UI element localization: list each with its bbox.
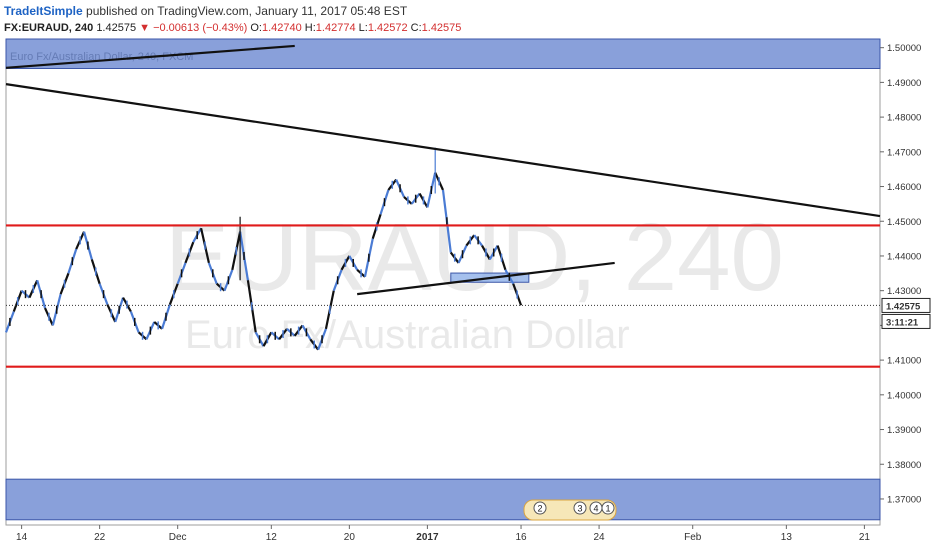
y-tick-label: 1.41000: [887, 356, 921, 367]
last-price-badge: [881, 297, 931, 313]
y-tick-label: 1.39000: [887, 425, 921, 436]
demand-zone: [5, 478, 881, 521]
y-tick-label: 1.38000: [887, 460, 921, 471]
x-tick-label: 24: [594, 532, 606, 543]
y-tick-label: 1.45000: [887, 217, 921, 228]
countdown-badge: [881, 313, 931, 329]
last-price-badge-label: 1.42575: [886, 301, 921, 312]
event-marker[interactable]: [601, 501, 615, 515]
published-text: published on TradingView.com, January 11…: [86, 4, 408, 18]
supply-zone: [5, 38, 881, 70]
event-marker-label: 4: [593, 504, 598, 514]
x-tick-label: 13: [781, 532, 793, 543]
price-change: ▼ −0.00613 (−0.43%): [139, 22, 248, 34]
y-tick-label: 1.40000: [887, 390, 921, 401]
x-tick-label: 12: [266, 532, 278, 543]
low-value: 1.42572: [367, 22, 408, 34]
x-tick-label: 22: [94, 532, 106, 543]
x-tick-label: 2017: [416, 532, 439, 543]
x-tick-label: 14: [16, 532, 28, 543]
y-tick-label: 1.43000: [887, 286, 921, 297]
x-tick-label: Feb: [684, 532, 702, 543]
x-tick-label: 20: [344, 532, 356, 543]
x-tick-label: 16: [515, 532, 527, 543]
quote-bar: FX:EURAUD, 240 1.42575 ▼ −0.00613 (−0.43…: [4, 22, 461, 34]
open-value: 1.42740: [261, 22, 302, 34]
plot-area[interactable]: [5, 38, 881, 526]
close-label: C:: [410, 22, 422, 34]
close-value: 1.42575: [421, 22, 462, 34]
event-marker-label: 3: [577, 504, 582, 514]
last-price: 1.42575: [96, 22, 137, 34]
y-tick-label: 1.44000: [887, 251, 921, 262]
low-label: L:: [358, 22, 368, 34]
high-label: H:: [304, 22, 316, 34]
open-label: O:: [250, 22, 262, 34]
symbol-label: FX:EURAUD, 240: [4, 22, 94, 34]
event-marker-label: 2: [537, 504, 542, 514]
high-value: 1.42774: [315, 22, 356, 34]
publish-header: TradeItSimple published on TradingView.c…: [4, 4, 407, 18]
y-tick-label: 1.50000: [887, 43, 921, 54]
watermark-description: Euro Fx/Australian Dollar: [185, 313, 630, 357]
countdown-label: 3:11:21: [886, 317, 919, 328]
event-marker-label: 1: [605, 504, 610, 514]
y-tick-label: 1.48000: [887, 113, 921, 124]
y-tick-label: 1.37000: [887, 494, 921, 505]
watermark-symbol: EURAUD, 240: [165, 204, 784, 311]
author-link[interactable]: TradeItSimple: [4, 4, 83, 18]
y-tick-label: 1.47000: [887, 147, 921, 158]
trendline[interactable]: [357, 261, 615, 296]
x-tick-label: 21: [859, 532, 871, 543]
trendline[interactable]: [5, 44, 295, 69]
y-tick-label: 1.46000: [887, 182, 921, 193]
event-marker[interactable]: [573, 501, 587, 515]
event-marker[interactable]: [533, 501, 547, 515]
trendline[interactable]: [5, 83, 881, 218]
x-tick-label: Dec: [169, 532, 187, 543]
y-tick-label: 1.49000: [887, 78, 921, 89]
